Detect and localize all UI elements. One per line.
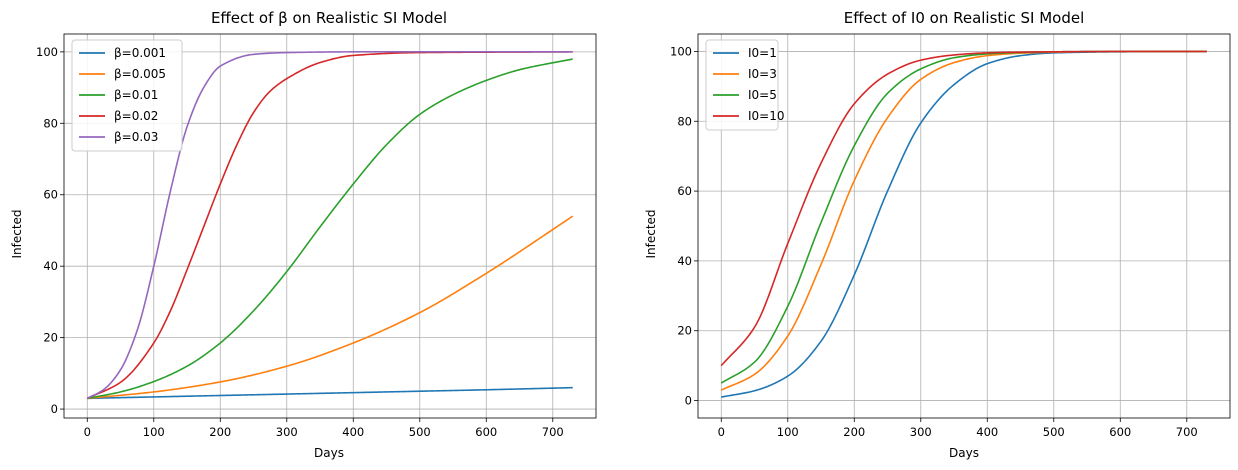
series-line-0 bbox=[87, 386, 573, 400]
legend-label: I0=1 bbox=[748, 46, 777, 60]
series-line-3 bbox=[720, 50, 1207, 367]
legend-label: β=0.02 bbox=[114, 109, 158, 123]
x-tick-label: 200 bbox=[209, 425, 231, 439]
x-tick-label: 300 bbox=[910, 425, 932, 439]
y-tick-label: 80 bbox=[677, 114, 692, 128]
right-chart-xlabel: Days bbox=[949, 446, 979, 460]
x-tick-label: 100 bbox=[143, 425, 165, 439]
legend-label: β=0.01 bbox=[114, 88, 158, 102]
axes-frame bbox=[697, 33, 1231, 419]
right-chart-ylabel: Infected bbox=[644, 209, 658, 258]
left-chart-panel: Effect of β on Realistic SI Model Days I… bbox=[10, 9, 597, 460]
x-tick-label: 600 bbox=[475, 425, 497, 439]
left-chart-title: Effect of β on Realistic SI Model bbox=[211, 9, 447, 27]
series-line-4 bbox=[86, 51, 573, 400]
right-chart-title: Effect of I0 on Realistic SI Model bbox=[844, 9, 1084, 27]
x-tick-label: 0 bbox=[718, 425, 725, 439]
y-tick-label: 100 bbox=[36, 45, 58, 59]
x-tick-label: 200 bbox=[843, 425, 865, 439]
left-chart-xlabel: Days bbox=[314, 446, 344, 460]
y-tick-label: 20 bbox=[677, 324, 692, 338]
legend-label: β=0.001 bbox=[114, 46, 166, 60]
series-line-1 bbox=[87, 215, 574, 400]
y-tick-label: 40 bbox=[43, 259, 58, 273]
legend-label: I0=5 bbox=[748, 88, 777, 102]
x-tick-label: 400 bbox=[976, 425, 998, 439]
legend-label: I0=10 bbox=[748, 109, 785, 123]
x-tick-label: 700 bbox=[542, 425, 564, 439]
right-chart-panel: Effect of I0 on Realistic SI Model Days … bbox=[644, 9, 1231, 460]
y-tick-label: 60 bbox=[43, 188, 58, 202]
x-tick-label: 500 bbox=[409, 425, 431, 439]
legend-label: β=0.03 bbox=[114, 130, 158, 144]
x-tick-label: 300 bbox=[276, 425, 298, 439]
y-tick-label: 100 bbox=[670, 44, 692, 58]
x-tick-label: 400 bbox=[342, 425, 364, 439]
x-tick-label: 700 bbox=[1176, 425, 1198, 439]
x-tick-label: 500 bbox=[1043, 425, 1065, 439]
y-tick-label: 0 bbox=[685, 394, 692, 408]
series-line-2 bbox=[87, 58, 573, 400]
legend-box bbox=[705, 39, 779, 131]
legend-box bbox=[71, 39, 183, 152]
x-tick-label: 600 bbox=[1109, 425, 1131, 439]
left-chart-ylabel: Infected bbox=[10, 209, 24, 258]
y-tick-label: 20 bbox=[43, 331, 58, 345]
y-tick-label: 60 bbox=[677, 184, 692, 198]
x-tick-label: 0 bbox=[84, 425, 91, 439]
y-tick-label: 0 bbox=[51, 402, 58, 416]
x-tick-label: 100 bbox=[777, 425, 799, 439]
y-tick-label: 40 bbox=[677, 254, 692, 268]
legend-label: I0=3 bbox=[748, 67, 777, 81]
legend-label: β=0.005 bbox=[114, 67, 166, 81]
y-tick-label: 80 bbox=[43, 116, 58, 130]
axes-frame bbox=[63, 33, 597, 419]
